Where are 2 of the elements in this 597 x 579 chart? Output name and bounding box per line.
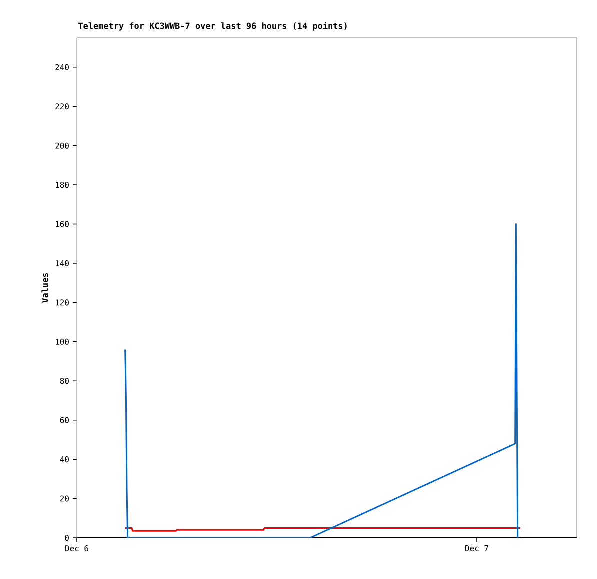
y-axis-title: Values [42,273,48,304]
chart-title: Telemetry for KC3WWB-7 over last 96 hours (14 points) [78,22,347,31]
